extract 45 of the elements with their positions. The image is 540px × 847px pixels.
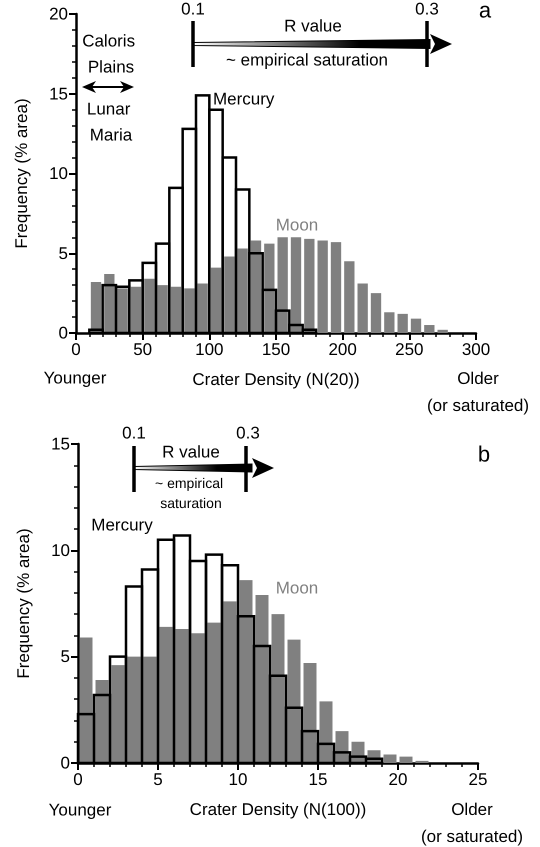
annotation: ~ empirical saturation — [226, 50, 388, 70]
series-label: Moon — [276, 578, 318, 598]
x-axis-title: Crater Density (N(100)) — [190, 800, 366, 819]
y-axis-title: Frequency (% area) — [14, 528, 33, 679]
annotation: R value — [162, 442, 220, 462]
annotation: b — [478, 442, 490, 466]
y-tick-label: 20 — [49, 4, 68, 24]
text: 0.1 — [122, 424, 146, 442]
text: Younger — [44, 368, 107, 388]
text: a — [478, 0, 492, 22]
y-tick-label: 5 — [60, 647, 70, 666]
text: Older (or saturated) — [426, 369, 530, 415]
x-tick-label: 10 — [228, 770, 248, 789]
text: 0.3 — [236, 424, 260, 442]
y-tick-label: 5 — [58, 244, 68, 263]
series-label: Mercury — [213, 90, 275, 108]
y-tick-label: 15 — [51, 434, 70, 454]
x-tick-label: 15 — [308, 770, 328, 789]
annotation: Lunar Maria — [86, 100, 136, 144]
x-tick-label: 300 — [462, 340, 490, 359]
annotation: 0.1 — [181, 0, 205, 18]
text: Younger — [48, 800, 112, 820]
x-tick-label: 200 — [328, 340, 357, 359]
y-tick-label: 10 — [49, 164, 68, 183]
y-axis-title: Frequency (% area) — [12, 98, 31, 249]
x-tick-label: 50 — [133, 340, 152, 359]
series-label: Moon — [276, 216, 318, 234]
annotation: R value — [284, 16, 342, 36]
x-tick-label: 100 — [195, 340, 224, 359]
x-tick-label: 25 — [468, 770, 488, 789]
x-axis-title: Crater Density (N(20)) — [192, 370, 360, 389]
x-tick-label: 5 — [153, 770, 163, 789]
annotation: Caloris Plains — [82, 32, 140, 76]
x-tick-label: 20 — [388, 770, 408, 789]
x-tick-label: 150 — [262, 340, 290, 359]
x-tick-label: 250 — [395, 340, 424, 359]
y-tick-label: 0 — [58, 324, 68, 342]
y-tick-label: 10 — [51, 540, 70, 560]
text: Older (or saturated) — [420, 800, 524, 846]
series-label: Mercury — [91, 516, 154, 534]
y-tick-label: 15 — [49, 84, 68, 104]
annotation: ~ empirical saturation — [155, 475, 227, 511]
annotation: 0.3 — [415, 0, 439, 18]
y-tick-label: 0 — [60, 754, 70, 772]
x-tick-label: 0 — [73, 770, 83, 789]
